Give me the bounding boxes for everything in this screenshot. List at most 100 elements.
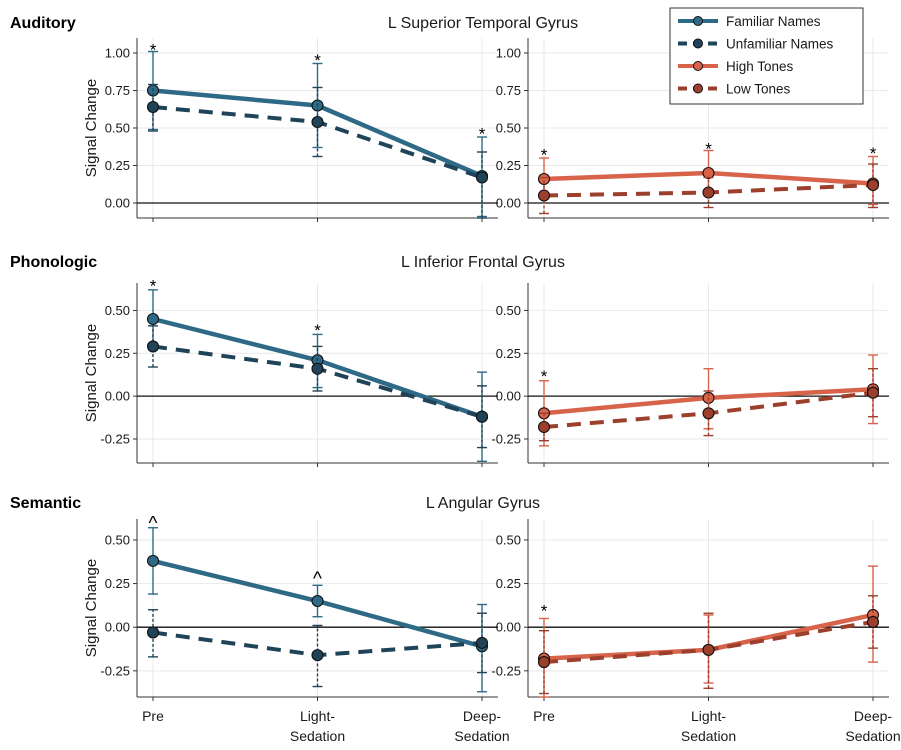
significance-marker: * bbox=[150, 41, 157, 60]
y-tick-label: 0.50 bbox=[496, 303, 521, 318]
series-low bbox=[537, 163, 880, 215]
y-tick-label: -0.25 bbox=[100, 663, 130, 678]
legend-label: Familiar Names bbox=[726, 14, 821, 29]
chart-title: L Inferior Frontal Gyrus bbox=[401, 254, 565, 271]
significance-marker: * bbox=[314, 51, 321, 70]
y-tick-label: 0.25 bbox=[496, 576, 521, 591]
legend: Familiar Names Unfamiliar Names High Tones… bbox=[669, 7, 864, 105]
data-point bbox=[146, 340, 160, 353]
y-tick-label: 1.00 bbox=[496, 46, 521, 61]
y-axis-label: Signal Change bbox=[83, 559, 100, 657]
legend-marker bbox=[693, 38, 703, 49]
y-tick-label: -0.25 bbox=[491, 663, 521, 678]
panel-right: -0.25 0.00 0.25 0.50 * bbox=[491, 283, 889, 467]
y-tick-label: 0.00 bbox=[105, 389, 130, 404]
x-tick-label: Sedation bbox=[290, 728, 345, 744]
legend-label: Unfamiliar Names bbox=[726, 36, 834, 51]
chart-title: L Angular Gyrus bbox=[426, 495, 540, 512]
y-tick-label: 0.25 bbox=[105, 576, 130, 591]
y-tick-label: -0.25 bbox=[491, 432, 521, 447]
data-point bbox=[537, 656, 551, 669]
significance-marker: * bbox=[150, 276, 157, 295]
legend-label: High Tones bbox=[726, 59, 794, 74]
y-tick-label: 0.25 bbox=[496, 158, 521, 173]
panel-right: -0.25 0.00 0.25 0.50 * Pre Light- Sedation Deep-… bbox=[491, 519, 901, 744]
data-point bbox=[475, 636, 489, 649]
y-tick-label: 0.00 bbox=[496, 196, 521, 211]
panel-left: 0.00 0.25 0.50 0.75 1.00 * * * bbox=[105, 38, 498, 222]
significance-marker: * bbox=[705, 140, 712, 159]
series-low bbox=[537, 368, 880, 442]
y-tick-label: -0.25 bbox=[100, 432, 130, 447]
significance-marker: * bbox=[870, 144, 877, 163]
row-label: Phonologic bbox=[10, 254, 97, 271]
x-tick-label: Sedation bbox=[681, 728, 736, 744]
row-label: Semantic bbox=[10, 495, 81, 512]
data-point bbox=[146, 312, 160, 326]
data-point bbox=[702, 643, 715, 656]
x-tick-label: Sedation bbox=[845, 728, 900, 744]
data-point bbox=[146, 100, 160, 114]
x-tick-label: Pre bbox=[533, 708, 555, 724]
row-label: Auditory bbox=[10, 15, 76, 32]
y-tick-label: 0.50 bbox=[105, 532, 130, 547]
y-tick-label: 0.50 bbox=[105, 121, 130, 136]
y-axis-label: Signal Change bbox=[83, 79, 100, 177]
y-tick-label: 0.00 bbox=[496, 389, 521, 404]
legend-label: Low Tones bbox=[726, 81, 791, 96]
significance-marker: * bbox=[479, 125, 486, 144]
x-tick-label: Sedation bbox=[454, 728, 509, 744]
x-tick-label: Pre bbox=[142, 708, 164, 724]
data-point bbox=[702, 166, 715, 180]
y-tick-label: 0.50 bbox=[105, 303, 130, 318]
y-tick-label: 0.25 bbox=[105, 346, 130, 361]
data-point bbox=[866, 178, 880, 192]
x-tick-label: Light- bbox=[691, 708, 726, 724]
x-tick-label: Light- bbox=[300, 708, 335, 724]
data-point bbox=[146, 626, 160, 639]
legend-marker bbox=[693, 16, 703, 26]
x-tick-label: Deep- bbox=[463, 708, 501, 724]
legend-marker bbox=[693, 83, 703, 94]
y-tick-label: 0.50 bbox=[496, 121, 521, 136]
data-point bbox=[475, 410, 489, 423]
panel-left: -0.25 0.00 0.25 0.50 ^ ^ Pre Light- Sedation Deep… bbox=[100, 513, 509, 744]
data-point bbox=[537, 189, 551, 202]
significance-marker: * bbox=[314, 321, 321, 340]
data-point bbox=[866, 386, 880, 399]
trend-marker: ^ bbox=[149, 513, 158, 534]
chart-row-phonologic: Phonologic L Inferior Frontal Gyrus Signal… bbox=[10, 254, 889, 467]
data-point bbox=[537, 420, 551, 434]
series-low bbox=[537, 595, 880, 695]
significance-marker: * bbox=[541, 146, 548, 165]
data-point bbox=[702, 407, 715, 420]
chart-title: L Superior Temporal Gyrus bbox=[388, 15, 578, 32]
chart-row-auditory: Auditory L Superior Temporal Gyrus Signal … bbox=[10, 15, 889, 222]
y-axis-label: Signal Change bbox=[83, 324, 100, 422]
y-tick-label: 0.00 bbox=[496, 620, 521, 635]
significance-marker: * bbox=[541, 601, 548, 620]
series-familiar bbox=[146, 527, 489, 693]
legend-marker bbox=[693, 61, 703, 71]
trend-marker: ^ bbox=[313, 569, 322, 590]
y-tick-label: 0.75 bbox=[496, 83, 521, 98]
y-tick-label: 0.00 bbox=[105, 196, 130, 211]
y-tick-label: 0.75 bbox=[105, 83, 130, 98]
data-point bbox=[311, 649, 324, 662]
series-unfamiliar bbox=[146, 325, 489, 449]
y-tick-label: 1.00 bbox=[105, 46, 130, 61]
data-point bbox=[146, 554, 160, 567]
data-point bbox=[311, 594, 324, 608]
y-tick-label: 0.00 bbox=[105, 620, 130, 635]
y-tick-label: 0.25 bbox=[105, 158, 130, 173]
y-tick-label: 0.25 bbox=[496, 346, 521, 361]
series-unfamiliar bbox=[146, 609, 489, 688]
significance-marker: * bbox=[541, 367, 548, 386]
panel-left: -0.25 0.00 0.25 0.50 * * bbox=[100, 276, 498, 467]
data-point bbox=[537, 172, 551, 186]
data-point bbox=[702, 186, 715, 199]
data-point bbox=[475, 171, 489, 184]
data-point bbox=[866, 615, 880, 629]
